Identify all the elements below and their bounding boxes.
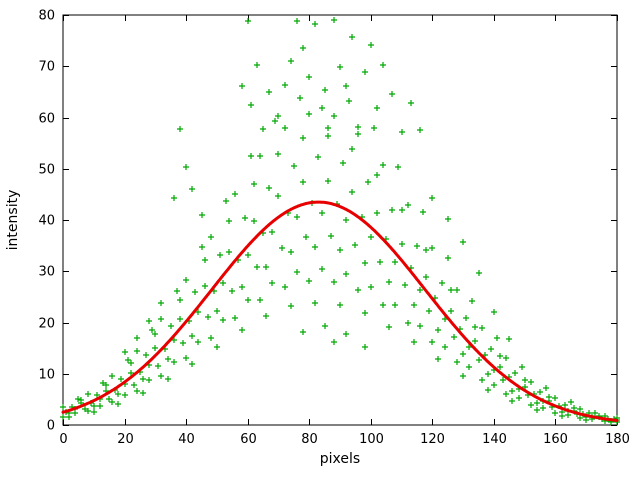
y-tick-label: 80 (38, 9, 55, 24)
y-tick-label: 60 (38, 112, 55, 127)
y-tick-label: 50 (38, 163, 55, 178)
scatter-points (60, 17, 620, 425)
x-axis-label: pixels (320, 451, 360, 467)
x-tick-label: 20 (117, 432, 134, 447)
x-tick-label: 160 (543, 432, 568, 447)
plot-area: 0 20 40 60 80 100 120 140 160 180 0 10 20 30 40 50 60 70 8… (38, 9, 629, 448)
x-tick-label: 180 (605, 432, 630, 447)
y-tick-label: 70 (38, 60, 55, 75)
y-tick-label: 10 (38, 368, 55, 383)
x-tick-label: 60 (240, 432, 257, 447)
x-tick-label: 0 (59, 432, 67, 447)
y-tick-label: 30 (38, 265, 55, 280)
x-tick-label: 100 (359, 432, 384, 447)
y-tick-label: 40 (38, 214, 55, 229)
y-tick-label: 20 (38, 317, 55, 332)
fit-curve (61, 200, 619, 422)
x-tick-label: 40 (178, 432, 195, 447)
x-tick-label: 120 (420, 432, 445, 447)
x-tick-label: 140 (482, 432, 507, 447)
x-tick-label: 80 (301, 432, 318, 447)
y-axis-label: intensity (5, 190, 21, 251)
y-tick-label: 0 (47, 419, 55, 434)
